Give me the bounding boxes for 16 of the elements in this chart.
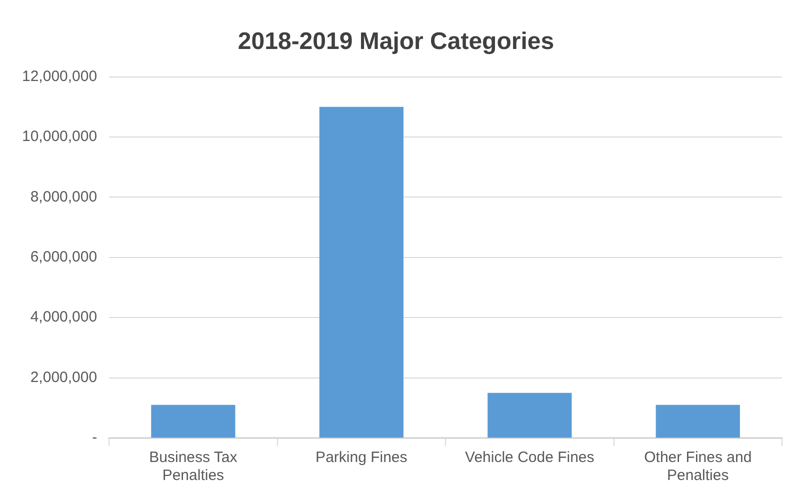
y-tick-label: 2,000,000: [30, 368, 98, 386]
x-tick-label: Parking Fines: [316, 449, 408, 466]
y-tick-label: 12,000,000: [22, 68, 98, 85]
y-tick-label: 10,000,000: [22, 128, 98, 146]
x-tick-label: Vehicle Code Fines: [465, 449, 594, 466]
bar: [656, 404, 740, 438]
chart-title: 2018-2019 Major Categories: [238, 28, 554, 56]
y-tick-label: 8,000,000: [30, 188, 98, 206]
x-tick-label: Business Tax Penalties: [149, 449, 238, 484]
bar: [488, 392, 572, 438]
bar: [151, 404, 236, 438]
x-tick-label: Other Fines and Penalties: [644, 449, 752, 484]
y-tick-label: 4,000,000: [30, 308, 98, 326]
y-tick-label: 6,000,000: [30, 248, 98, 266]
y-tick-label: -: [92, 429, 98, 446]
bar: [319, 106, 404, 438]
